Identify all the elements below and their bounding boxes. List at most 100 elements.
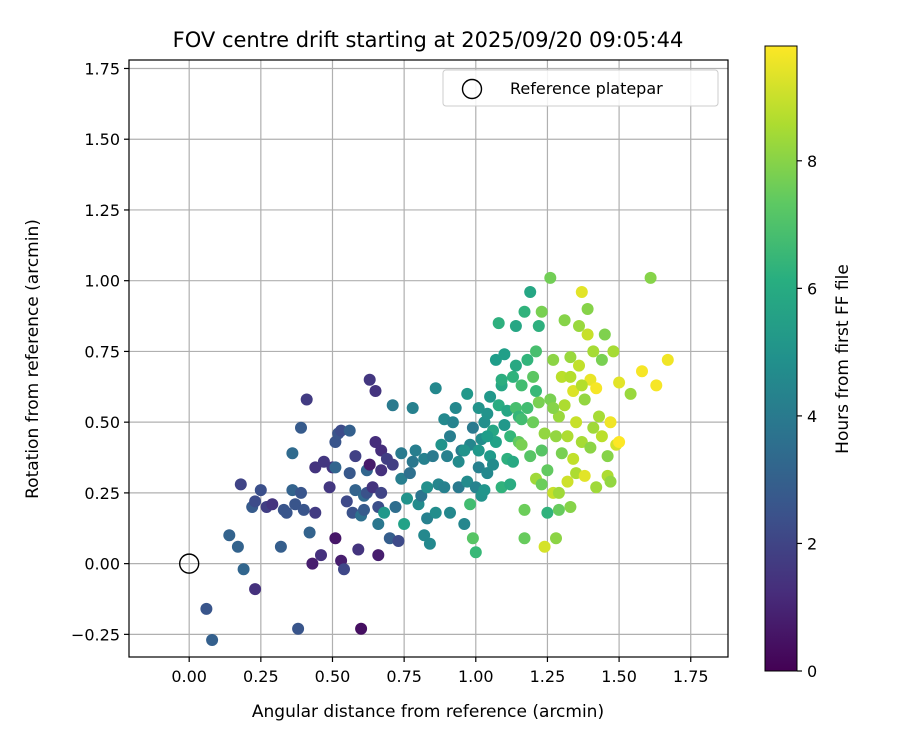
data-point bbox=[518, 532, 531, 545]
data-point bbox=[375, 486, 388, 499]
data-points bbox=[178, 271, 674, 646]
data-point bbox=[406, 402, 419, 414]
data-point bbox=[489, 353, 502, 366]
data-point bbox=[581, 303, 594, 315]
data-point bbox=[541, 464, 554, 477]
data-point bbox=[524, 286, 537, 298]
data-point bbox=[369, 385, 382, 397]
data-point bbox=[584, 373, 597, 386]
data-point bbox=[366, 481, 379, 494]
data-point bbox=[343, 424, 356, 437]
data-point bbox=[581, 328, 594, 341]
data-point bbox=[575, 436, 588, 448]
data-point bbox=[567, 452, 580, 465]
data-point bbox=[423, 537, 436, 550]
data-point bbox=[624, 387, 637, 400]
y-tick-label: 1.25 bbox=[84, 201, 120, 220]
data-point bbox=[358, 503, 370, 516]
colorbar-tick-label: 4 bbox=[807, 407, 817, 426]
data-point bbox=[363, 373, 376, 386]
data-point bbox=[403, 467, 416, 480]
x-tick-label: 0.50 bbox=[315, 667, 351, 686]
data-point bbox=[515, 438, 528, 451]
data-point bbox=[446, 416, 459, 429]
data-point bbox=[489, 436, 502, 448]
data-point bbox=[349, 484, 362, 497]
colorbar-label: Hours from first FF file bbox=[833, 264, 853, 454]
data-point bbox=[661, 353, 674, 366]
y-tick-label: 0.25 bbox=[84, 484, 120, 503]
data-point bbox=[590, 382, 603, 395]
y-tick-label: 1.00 bbox=[84, 272, 120, 291]
data-point bbox=[435, 438, 448, 451]
data-point bbox=[561, 475, 574, 488]
data-point bbox=[438, 481, 451, 494]
x-tick-label: 0.00 bbox=[171, 667, 207, 686]
colorbar-gradient bbox=[764, 45, 798, 672]
data-point bbox=[555, 447, 568, 460]
data-point bbox=[386, 458, 399, 471]
data-point bbox=[335, 424, 348, 437]
colorbar-tick-label: 8 bbox=[807, 152, 817, 171]
data-point bbox=[249, 495, 262, 508]
data-point bbox=[601, 450, 614, 463]
colorbar-tick-label: 2 bbox=[807, 534, 817, 553]
data-point bbox=[338, 563, 350, 576]
data-point bbox=[507, 455, 519, 468]
data-point bbox=[636, 365, 648, 378]
data-point bbox=[509, 320, 522, 332]
data-point bbox=[604, 416, 617, 429]
data-point bbox=[515, 379, 528, 392]
data-point bbox=[613, 376, 626, 389]
data-point bbox=[518, 305, 531, 318]
data-point bbox=[466, 421, 479, 434]
data-point bbox=[578, 469, 591, 482]
data-point bbox=[541, 506, 554, 519]
data-point bbox=[289, 498, 302, 511]
data-point bbox=[472, 461, 485, 474]
data-point bbox=[295, 486, 307, 499]
data-point bbox=[567, 385, 580, 397]
data-point bbox=[530, 345, 542, 358]
data-point bbox=[340, 495, 353, 508]
data-point bbox=[317, 455, 330, 468]
data-point bbox=[343, 467, 356, 480]
data-point bbox=[223, 529, 236, 542]
data-point bbox=[297, 503, 310, 516]
plot-frame bbox=[128, 59, 729, 658]
data-point bbox=[441, 450, 454, 463]
data-point bbox=[349, 450, 362, 463]
data-point bbox=[613, 436, 626, 448]
reference-platepar-marker bbox=[178, 553, 200, 574]
x-tick-label: 1.00 bbox=[458, 667, 494, 686]
y-tick-label: 1.75 bbox=[84, 59, 120, 78]
data-point bbox=[415, 489, 428, 502]
data-point bbox=[452, 455, 465, 468]
x-axis-ticks: 0.00 0.25 0.50 0.75 1.00 1.25 1.50 1.75 bbox=[171, 657, 709, 686]
data-point bbox=[564, 351, 577, 364]
colorbar-ticks: 0 2 4 6 8 bbox=[797, 152, 817, 681]
chart-title: FOV centre drift starting at 2025/09/20 … bbox=[173, 28, 684, 52]
data-point bbox=[274, 540, 287, 553]
data-point bbox=[309, 461, 322, 474]
data-point bbox=[266, 498, 279, 511]
y-tick-label: −0.25 bbox=[71, 625, 120, 644]
data-point bbox=[593, 410, 605, 423]
data-point bbox=[558, 399, 571, 412]
data-point bbox=[452, 481, 465, 494]
data-point bbox=[538, 540, 551, 553]
data-point bbox=[573, 320, 585, 332]
data-point bbox=[372, 549, 385, 562]
data-point bbox=[544, 271, 557, 284]
data-point bbox=[369, 436, 382, 448]
data-point bbox=[555, 370, 568, 383]
data-point bbox=[386, 399, 399, 412]
data-point bbox=[481, 430, 494, 443]
y-axis-label: Rotation from reference (arcmin) bbox=[23, 219, 43, 499]
data-point bbox=[538, 427, 551, 440]
data-point bbox=[535, 444, 548, 457]
data-point bbox=[507, 370, 519, 383]
data-point bbox=[466, 532, 479, 545]
data-point bbox=[587, 421, 600, 434]
data-point bbox=[564, 501, 577, 513]
